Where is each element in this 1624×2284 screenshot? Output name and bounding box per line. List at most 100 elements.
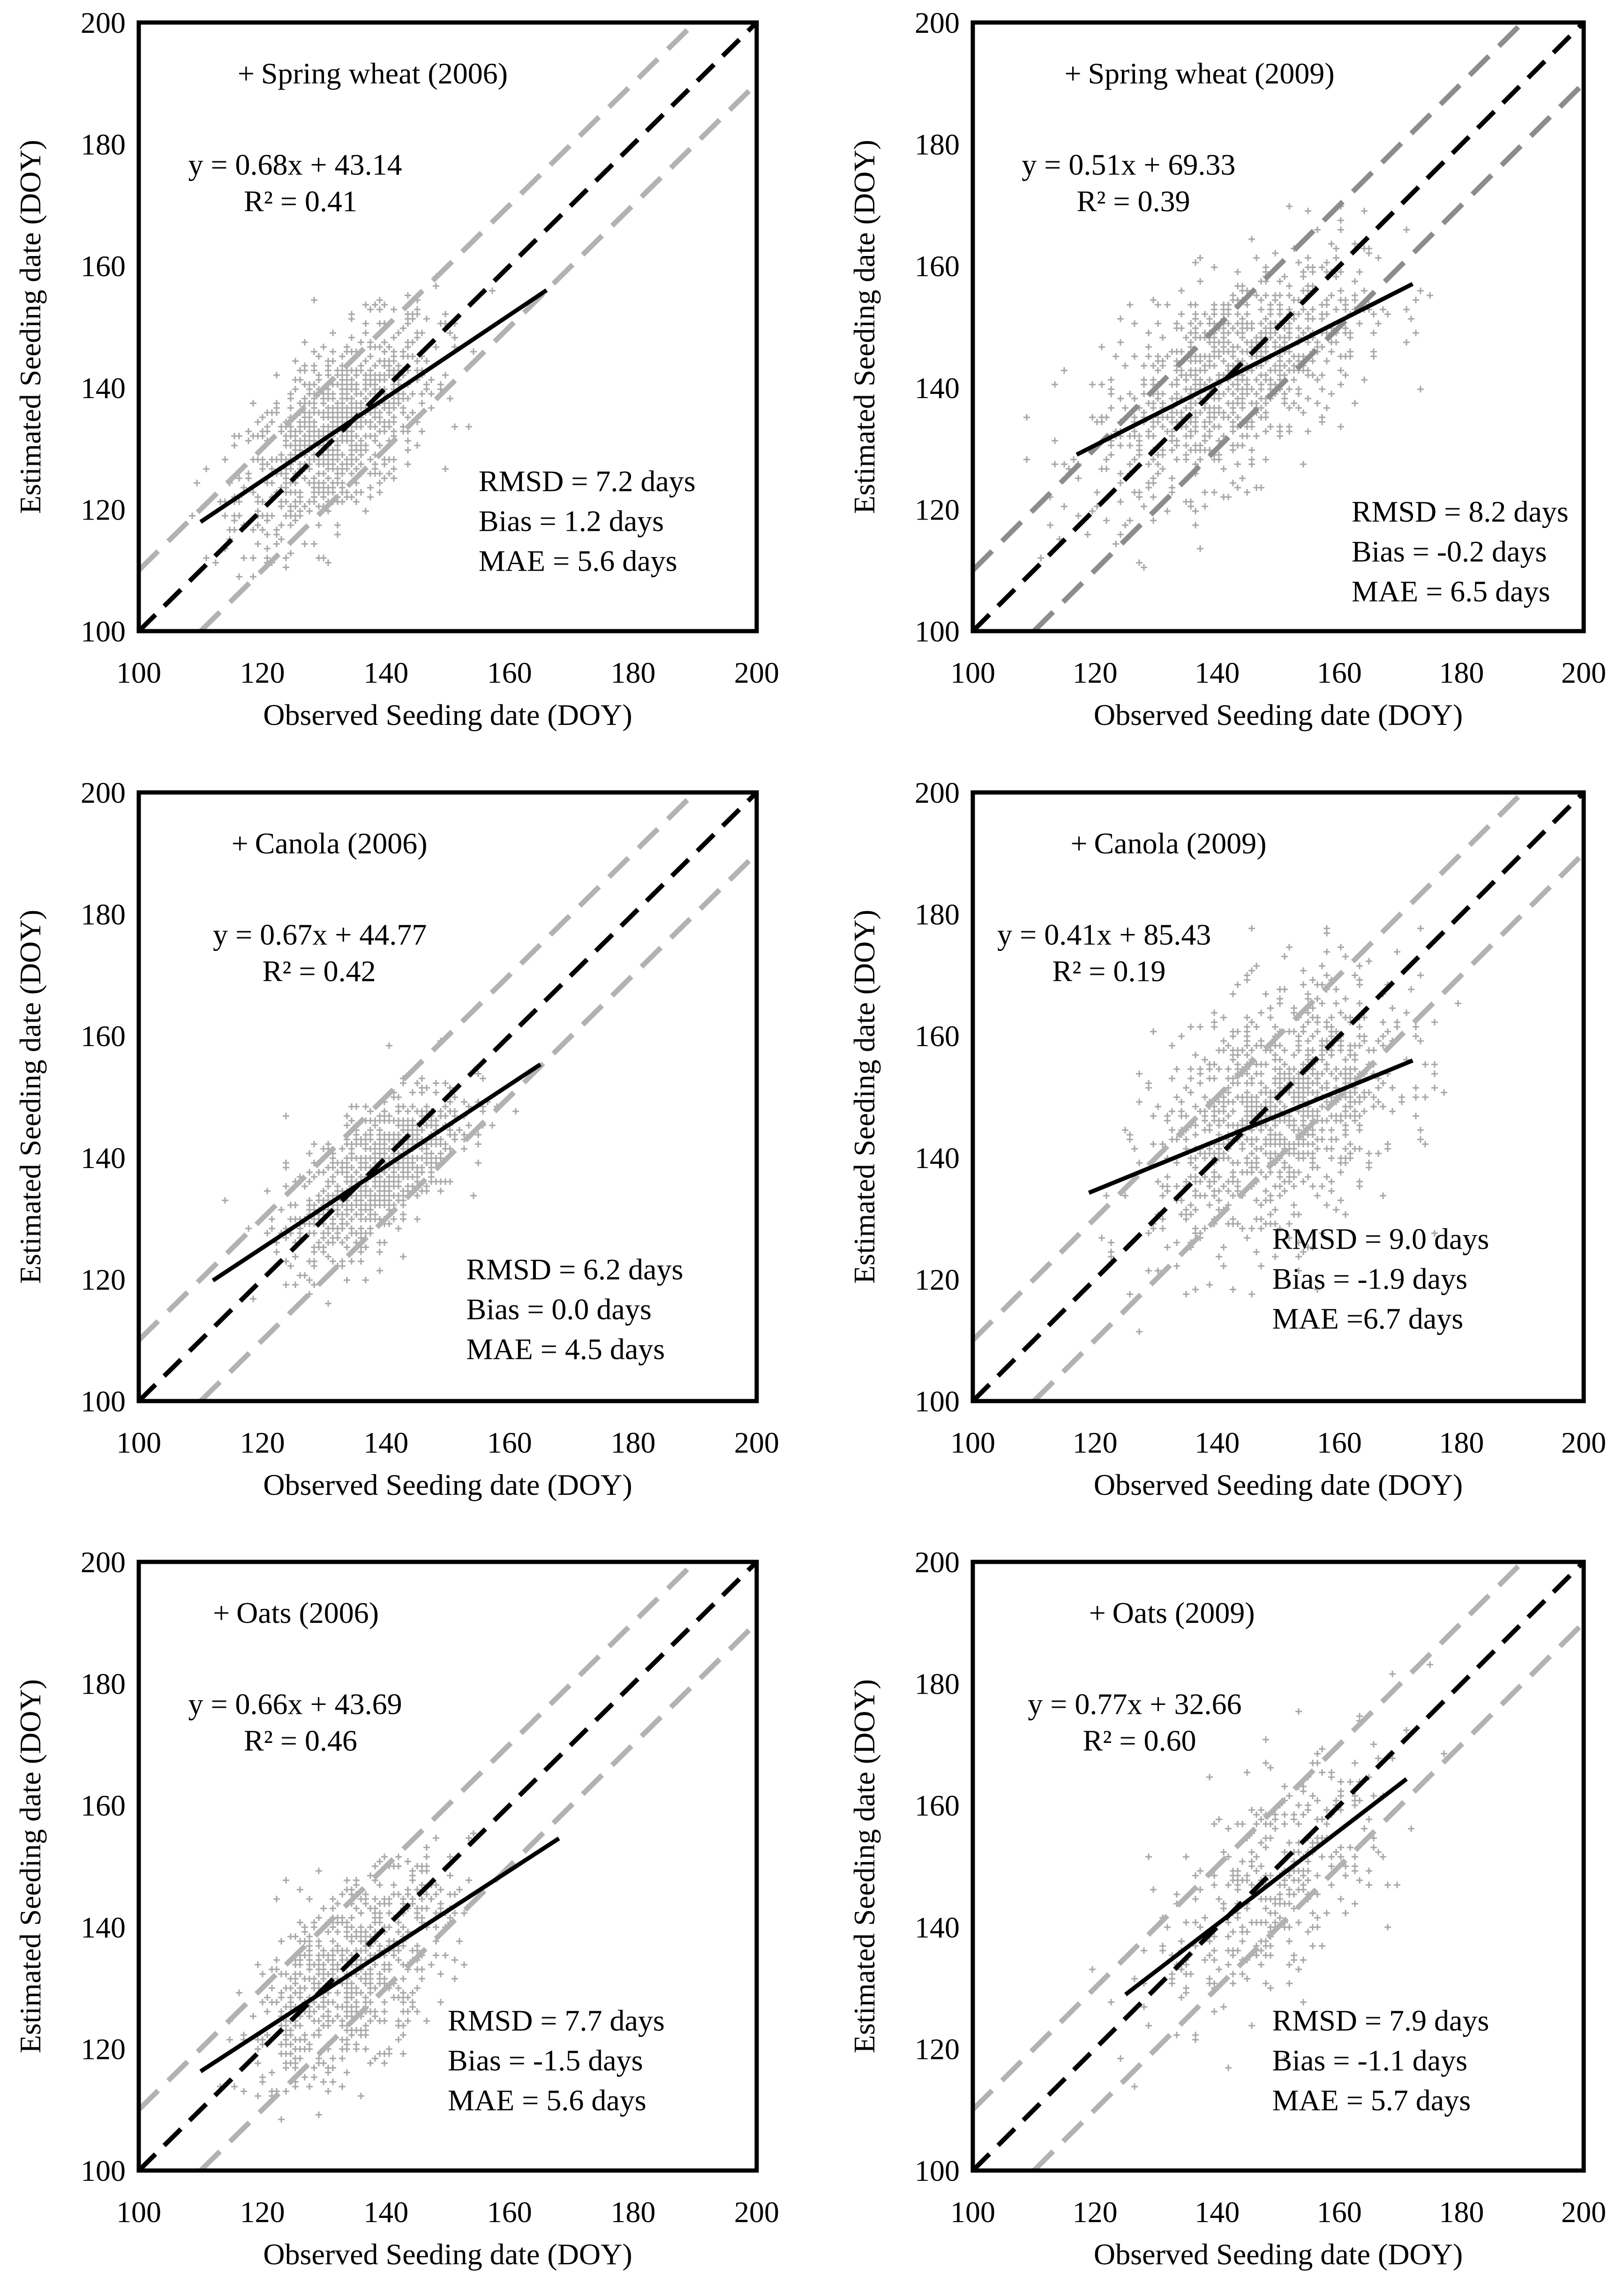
scatter-point [1314,1146,1321,1152]
scatter-point [283,1113,289,1119]
scatter-point [348,1230,355,1236]
scatter-point [1370,353,1377,360]
scatter-point [1225,1933,1232,1940]
legend-label: Spring wheat (2009) [1088,57,1334,90]
scatter-point [437,1999,444,2005]
scatter-point [1075,513,1082,519]
scatter-point [433,1952,439,1959]
scatter-point [1263,1736,1269,1743]
scatter-point [1206,1281,1213,1288]
r-squared: R² = 0.19 [1052,954,1165,987]
scatter-point [1052,437,1058,444]
scatter-point [269,513,275,519]
scatter-point [1220,358,1227,364]
scatter-point [391,1891,397,1898]
scatter-point [362,330,369,336]
scatter-point [1323,405,1330,411]
regression-equation: y = 0.68x + 43.14 [188,148,402,181]
scatter-point [428,377,435,383]
scatter-point [1281,1783,1288,1790]
scatter-point [423,2018,430,2024]
scatter-point [1277,1183,1283,1190]
y-tick-label: 200 [915,776,960,809]
scatter-point [367,1108,374,1115]
scatter-point [1361,1038,1368,1044]
scatter-point [1356,963,1363,969]
scatter-point [1253,1197,1260,1204]
scatter-point [292,2046,299,2052]
scatter-point [339,1891,346,1898]
scatter-point [339,2083,346,2090]
scatter-point [1188,386,1194,392]
scatter-point [1342,1108,1349,1115]
scatter-point [1239,433,1246,439]
scatter-point [1272,1825,1278,1832]
scatter-point [1281,1075,1288,1082]
scatter-point [1356,1099,1363,1105]
scatter-point [1352,1802,1358,1809]
scatter-point [1258,1038,1264,1044]
scatter-point [1413,1094,1419,1101]
scatter-point [414,1966,421,1973]
scatter-point [348,1202,355,1208]
scatter-point [1319,1183,1325,1190]
scatter-point [409,1999,416,2005]
x-axis-label: Observed Seeding date (DOY) [263,2238,632,2271]
scatter-point [306,437,313,444]
scatter-point [283,1985,289,1991]
scatter-point [400,391,406,397]
scatter-point [1173,1263,1180,1269]
scatter-point [362,395,369,402]
scatter-point [1305,325,1311,332]
scatter-point [1230,348,1236,355]
scatter-point [1263,1760,1269,1766]
scatter-point [1305,1877,1311,1884]
x-tick-label: 180 [1439,2195,1484,2229]
scatter-point [1211,1821,1218,1827]
scatter-point [400,2032,406,2038]
scatter-point [1300,1788,1307,1794]
scatter-point [1267,1005,1274,1011]
scatter-point [1366,250,1372,256]
scatter-point [325,456,331,463]
scatter-point [330,1178,336,1185]
scatter-point [1253,1868,1260,1874]
scatter-point [1202,489,1208,496]
scatter-point [1408,316,1414,322]
scatter-point [1319,963,1325,969]
scatter-point [1216,1197,1222,1204]
scatter-point [339,484,346,491]
scatter-point [189,513,195,519]
scatter-point [1061,367,1068,374]
scatter-point [1333,986,1339,993]
scatter-point [339,367,346,374]
scatter-point [1309,1108,1316,1115]
scatter-point [376,1858,383,1865]
scatter-point [1141,362,1147,369]
scatter-point [372,1211,378,1218]
scatter-point [1122,405,1128,411]
scatter-point [1328,1854,1335,1860]
scatter-point [353,372,360,378]
scatter-point [1352,1760,1358,1766]
scatter-point [1384,1141,1391,1147]
scatter-point [320,400,327,407]
scatter-point [1272,1075,1278,1082]
scatter-point [414,1910,421,1916]
scatter-point [1131,320,1138,327]
x-tick-label: 200 [1561,656,1606,689]
scatter-point [1347,1779,1353,1785]
scatter-point [391,475,397,482]
scatter-point [1300,1108,1307,1115]
scatter-point [1052,461,1058,467]
scatter-point [1309,1047,1316,1054]
scatter-point [1230,1052,1236,1058]
scatter-point [1234,269,1241,275]
scatter-point [316,353,322,360]
scatter-point [255,433,261,439]
scatter-point [278,456,285,463]
scatter-point [391,348,397,355]
scatter-point [1188,419,1194,425]
